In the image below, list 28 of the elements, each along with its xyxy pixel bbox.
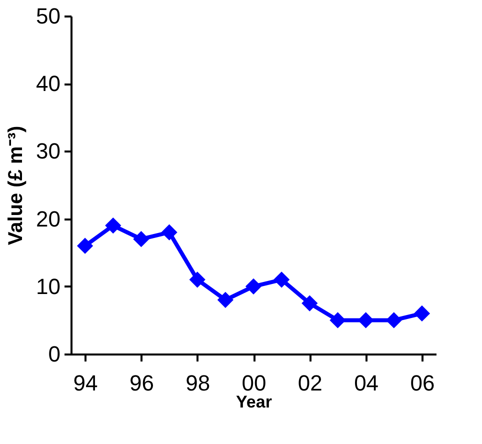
x-tick-label: 94 (73, 370, 98, 396)
y-tick-label: 20 (36, 206, 60, 232)
point (76, 238, 94, 254)
y-tick-label: 50 (36, 4, 60, 28)
point (358, 312, 374, 328)
point (330, 312, 346, 328)
point (133, 231, 150, 248)
y-tick-label: 40 (36, 71, 60, 96)
point (217, 292, 234, 308)
y-tick-label: 10 (36, 274, 60, 299)
x-tick-label: 98 (186, 370, 210, 396)
point (161, 224, 178, 240)
point (105, 218, 122, 234)
y-tick-label: 30 (36, 138, 60, 164)
point (414, 305, 430, 322)
x-tick-label: 04 (354, 370, 379, 396)
x-tick-label: 06 (410, 370, 435, 396)
x-axis-title: Year (236, 392, 272, 412)
point (245, 278, 262, 294)
x-tick-label: 00 (242, 370, 266, 396)
y-tick-label: 0 (48, 342, 60, 366)
x-tick-label: 02 (298, 370, 322, 396)
x-tick-label: 96 (129, 370, 154, 396)
point (386, 312, 402, 328)
point (189, 272, 206, 288)
point (302, 295, 318, 312)
y-axis-title: Value (£ m⁻³) (5, 126, 28, 246)
point (274, 272, 290, 288)
